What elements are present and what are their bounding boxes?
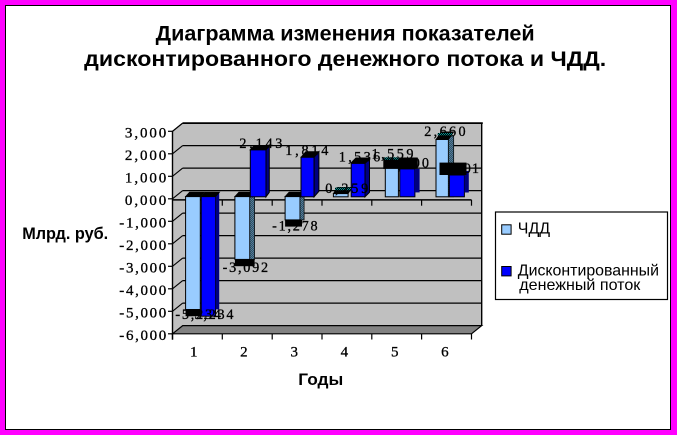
svg-text:4: 4 (341, 345, 349, 361)
svg-text:Млрд. руб.: Млрд. руб. (22, 224, 108, 243)
svg-text:-3,092: -3,092 (223, 260, 269, 276)
svg-text:-5,234: -5,234 (188, 307, 234, 323)
svg-text:Годы: Годы (298, 370, 343, 389)
svg-text:-5,234: -5,234 (175, 307, 221, 323)
svg-text:0,000: 0,000 (125, 193, 166, 209)
svg-text:3: 3 (290, 345, 298, 361)
svg-text:ЧДД: ЧДД (518, 221, 550, 238)
svg-text:-6,000: -6,000 (119, 328, 166, 344)
svg-text:1,000: 1,000 (125, 170, 166, 186)
svg-text:-2,000: -2,000 (119, 238, 166, 254)
svg-text:2,000: 2,000 (125, 148, 166, 164)
svg-text:-3,000: -3,000 (119, 260, 166, 276)
svg-text:1,814: 1,814 (285, 143, 328, 159)
svg-text:1,559: 1,559 (372, 147, 414, 163)
svg-text:Дисконтированный: Дисконтированный (518, 263, 659, 280)
svg-text:1,101: 1,101 (443, 161, 479, 177)
svg-text:1,536: 1,536 (339, 149, 381, 165)
svg-text:-1,278: -1,278 (272, 219, 318, 235)
svg-text:-1,000: -1,000 (119, 215, 166, 231)
svg-text:-4,000: -4,000 (119, 283, 166, 299)
svg-text:2: 2 (240, 345, 248, 361)
svg-text:0,259: 0,259 (325, 181, 368, 197)
svg-text:1: 1 (190, 345, 198, 361)
svg-text:1,300: 1,300 (389, 156, 429, 172)
svg-text:Диаграмма изменения показателе: Диаграмма изменения показателей (156, 22, 535, 46)
svg-text:денежный поток: денежный поток (519, 277, 641, 294)
svg-text:2,143: 2,143 (239, 136, 282, 152)
svg-text:5: 5 (391, 345, 399, 361)
svg-text:6: 6 (441, 345, 449, 361)
svg-text:-5,000: -5,000 (119, 305, 166, 321)
svg-text:дисконтированного денежного по: дисконтированного денежного потока и ЧДД… (84, 47, 606, 71)
svg-text:3,000: 3,000 (125, 125, 166, 141)
